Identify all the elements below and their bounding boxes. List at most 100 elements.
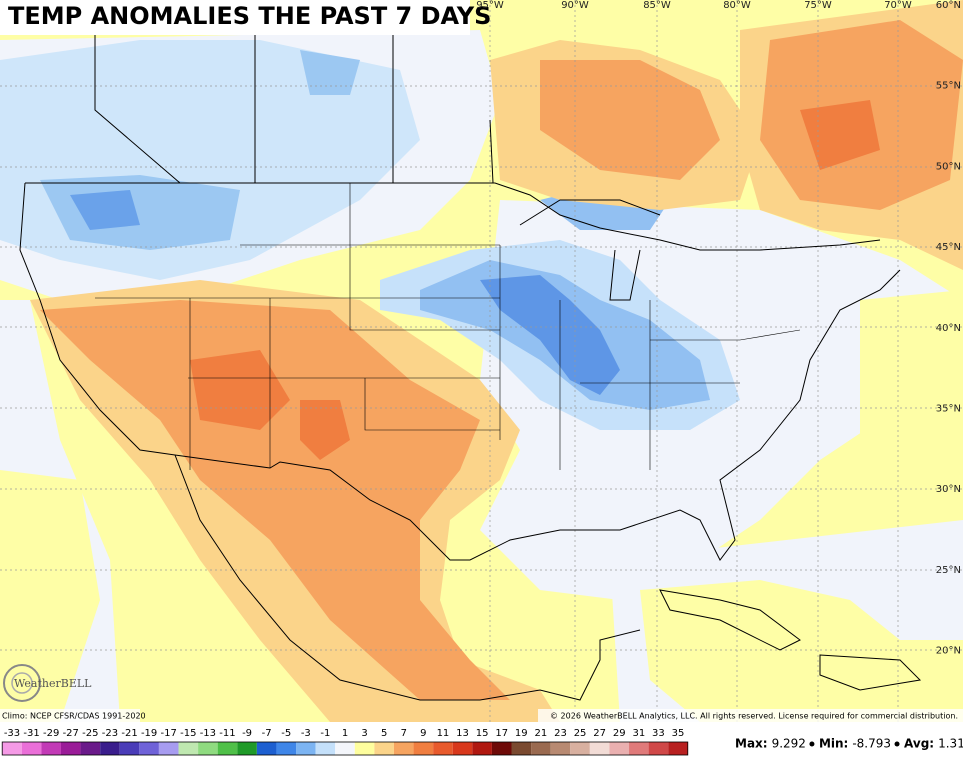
legend-swatch xyxy=(276,742,297,755)
stats: Max: 9.292 Min: -8.793 Avg: 1.316 xyxy=(735,737,963,751)
legend-tick-label: 27 xyxy=(593,728,606,739)
climo-bg xyxy=(0,709,140,722)
legend-tick-label: 13 xyxy=(456,728,469,739)
longitude-label: 80°W xyxy=(723,0,751,11)
legend-tick-label: 23 xyxy=(554,728,567,739)
legend-tick-label: 17 xyxy=(495,728,508,739)
legend-tick-label: -23 xyxy=(102,728,118,739)
legend-swatch xyxy=(100,742,120,755)
legend-swatch xyxy=(531,742,551,755)
legend-swatch xyxy=(158,742,179,755)
stat-value: -8.793 xyxy=(852,737,891,751)
legend-tick-label: 9 xyxy=(420,728,426,739)
legend-tick-label: 25 xyxy=(574,728,587,739)
legend-tick-label: -19 xyxy=(141,728,157,739)
legend-swatch xyxy=(452,742,473,755)
legend-swatch xyxy=(589,742,610,755)
legend-tick-label: -25 xyxy=(82,728,98,739)
longitude-label: 95°W xyxy=(476,0,504,11)
separator-dot xyxy=(894,741,900,747)
legend-tick-label: 19 xyxy=(515,728,528,739)
legend-tick-label: -31 xyxy=(23,728,39,739)
legend-tick-label: -7 xyxy=(262,728,272,739)
legend-outline xyxy=(1,741,689,756)
legend-swatch xyxy=(374,742,394,755)
legend-tick-label: -21 xyxy=(121,728,137,739)
legend-tick-label: 1 xyxy=(342,728,348,739)
legend-swatch xyxy=(413,742,434,755)
legend-tick-label: -13 xyxy=(200,728,216,739)
legend-swatch xyxy=(570,742,590,755)
legend-swatch xyxy=(80,742,101,755)
legend-swatch xyxy=(648,742,669,755)
legend-tick-label: -15 xyxy=(180,728,196,739)
legend-tick-label: -33 xyxy=(4,728,20,739)
legend-swatch xyxy=(60,742,81,755)
latitude-label: 45°N xyxy=(936,242,961,253)
legend-tick-label: 15 xyxy=(476,728,489,739)
latitude-label: 40°N xyxy=(936,323,961,334)
latitude-label: 60°N xyxy=(936,0,961,11)
legend-swatch xyxy=(217,742,238,755)
legend-tick-label: -27 xyxy=(63,728,79,739)
legend-swatch xyxy=(139,742,159,755)
latitude-label: 35°N xyxy=(936,404,961,415)
legend-tick-label: -3 xyxy=(301,728,311,739)
legend-swatch xyxy=(393,742,414,755)
legend-swatch xyxy=(354,742,375,755)
map xyxy=(0,0,963,722)
legend-swatch xyxy=(256,742,277,755)
stat-value: 9.292 xyxy=(772,737,806,751)
legend-tick-label: 33 xyxy=(652,728,665,739)
latitude-label: 20°N xyxy=(936,646,961,657)
legend-swatch xyxy=(41,742,61,755)
legend-swatch xyxy=(472,742,492,755)
legend-tick-label: -17 xyxy=(161,728,177,739)
logo-text: WeatherBELL xyxy=(14,677,92,690)
color-legend: -33 -31 -29 -27 -25 -23 -21 -19 -17 -15 -13 -11 -9 -7… xyxy=(1,728,689,756)
legend-tick-label: -29 xyxy=(43,728,59,739)
stat-value: 1.316 xyxy=(938,737,963,751)
latitude-label: 30°N xyxy=(936,484,961,495)
copyright: © 2026 WeatherBELL Analytics, LLC. All r… xyxy=(550,712,958,721)
legend-swatch xyxy=(315,742,336,755)
stat-label: Avg: xyxy=(904,737,934,751)
stat-label: Max: xyxy=(735,737,768,751)
legend-tick-label: 21 xyxy=(535,728,548,739)
legend-tick-label: -9 xyxy=(242,728,252,739)
legend-tick-label: -11 xyxy=(219,728,235,739)
legend-swatch xyxy=(668,742,688,755)
longitude-label: 75°W xyxy=(804,0,832,11)
latitude-label: 50°N xyxy=(936,161,961,172)
separator-dot xyxy=(809,741,815,747)
legend-swatch xyxy=(296,742,316,755)
legend-tick-label: 31 xyxy=(632,728,645,739)
legend-swatch xyxy=(511,742,532,755)
map-title: TEMP ANOMALIES THE PAST 7 DAYS xyxy=(8,2,491,30)
logo: WeatherBELL xyxy=(3,664,92,702)
legend-swatch xyxy=(178,742,199,755)
legend-tick-label: 29 xyxy=(613,728,626,739)
longitude-label: 90°W xyxy=(561,0,589,11)
legend-tick-label: 7 xyxy=(401,728,407,739)
legend-swatch xyxy=(433,742,453,755)
legend-tick-label: 3 xyxy=(361,728,367,739)
legend-swatch xyxy=(21,742,42,755)
latitude-label: 55°N xyxy=(936,81,961,92)
legend-swatch xyxy=(609,742,630,755)
legend-swatch xyxy=(237,742,257,755)
legend-tick-label: 11 xyxy=(437,728,450,739)
legend-tick-label: 5 xyxy=(381,728,387,739)
stat-label: Min: xyxy=(819,737,848,751)
legend-tick-label: 35 xyxy=(672,728,685,739)
legend-swatch xyxy=(491,742,512,755)
copyright-bg xyxy=(538,709,963,722)
legend-swatch xyxy=(550,742,571,755)
latitude-label: 25°N xyxy=(936,565,961,576)
legend-tick-label: -1 xyxy=(320,728,330,739)
climo-credit: Climo: NCEP CFSR/CDAS 1991-2020 xyxy=(2,712,146,721)
legend-swatch xyxy=(119,742,140,755)
longitude-label: 70°W xyxy=(884,0,912,11)
longitude-label: 85°W xyxy=(643,0,671,11)
